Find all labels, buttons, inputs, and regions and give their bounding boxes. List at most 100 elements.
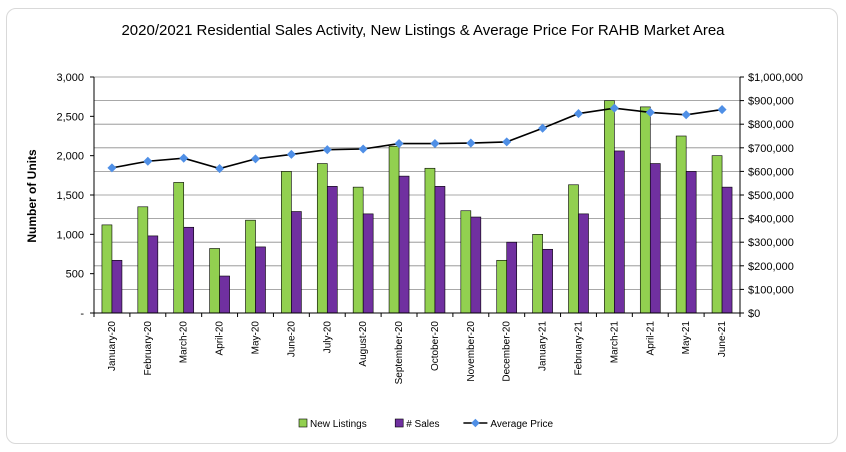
- legend-label: New Listings: [310, 419, 367, 430]
- legend-label: Average Price: [490, 419, 553, 430]
- y2-tick-label: $700,000: [748, 143, 794, 155]
- bar-sales: [291, 211, 302, 314]
- bar-new-listings: [316, 163, 328, 314]
- average-price-point: [107, 163, 117, 173]
- bar-sales: [183, 226, 195, 314]
- average-price-line: [111, 107, 723, 170]
- bar-new-listings: [460, 210, 472, 314]
- bar-sales: [721, 186, 733, 314]
- y2-tick-label: $100,000: [748, 284, 794, 296]
- bar-sales: [614, 150, 625, 314]
- legend-swatch: [394, 418, 404, 428]
- bar-sales: [578, 213, 589, 314]
- bar-sales: [434, 186, 446, 314]
- bar-new-listings: [675, 135, 687, 314]
- x-axis-ticks: January-20 February-20 March-20 April-20 May…: [107, 321, 728, 385]
- legend: New Listings # Sales Average Price: [298, 418, 553, 430]
- x-tick-label: February-21: [574, 321, 585, 376]
- bar-new-listings: [388, 145, 400, 314]
- bar-sales: [255, 246, 266, 314]
- y2-tick-label: $900,000: [748, 96, 794, 108]
- average-price-point: [681, 110, 691, 120]
- x-tick-label: June-21: [717, 321, 728, 358]
- x-tick-label: February-20: [143, 321, 154, 376]
- y2-tick-label: $500,000: [748, 190, 794, 202]
- price-line: [107, 103, 727, 174]
- average-price-point: [502, 137, 512, 147]
- y-axis-label: Number of Units: [25, 149, 39, 243]
- average-price-point: [250, 154, 261, 164]
- average-price-point: [466, 138, 476, 148]
- bar-sales: [362, 213, 374, 314]
- average-price-point: [394, 139, 404, 149]
- y-tick-label: 500: [66, 269, 84, 281]
- y2-tick-label: $600,000: [748, 166, 794, 178]
- bar-sales: [326, 186, 338, 314]
- bars: [101, 100, 733, 314]
- y-tick-label: 1,500: [56, 190, 84, 202]
- bar-sales: [147, 235, 159, 314]
- bar-sales: [542, 248, 553, 314]
- average-price-point: [215, 164, 225, 174]
- y-tick-label: 2,500: [56, 111, 84, 123]
- y-tick-label: 3,000: [56, 72, 84, 84]
- bar-new-listings: [352, 186, 364, 314]
- bar-sales: [685, 171, 697, 314]
- bar-new-listings: [209, 248, 220, 314]
- x-tick-label: November-20: [466, 321, 477, 382]
- bar-new-listings: [568, 184, 579, 314]
- average-price-point: [179, 153, 189, 163]
- bar-new-listings: [173, 182, 185, 314]
- y2-tick-label: $400,000: [748, 214, 794, 226]
- x-tick-label: March-21: [609, 321, 620, 364]
- average-price-point: [143, 156, 153, 166]
- bar-new-listings: [496, 259, 508, 314]
- average-price-point: [286, 149, 296, 159]
- left-axis-ticks: - 500 1,000 1,500 2,000 2,500 3,000: [56, 72, 84, 320]
- x-tick-label: March-20: [179, 321, 190, 364]
- bar-new-listings: [101, 224, 113, 314]
- bar-sales: [398, 175, 410, 314]
- bar-sales: [649, 163, 661, 314]
- bar-new-listings: [245, 219, 256, 314]
- y2-tick-label: $800,000: [748, 119, 794, 131]
- x-tick-label: May-21: [681, 321, 692, 355]
- chart-title: 2020/2021 Residential Sales Activity, Ne…: [121, 22, 725, 39]
- x-tick-label: June-20: [286, 321, 297, 358]
- x-tick-label: January-21: [538, 321, 549, 371]
- bar-sales: [219, 275, 230, 314]
- bar-new-listings: [639, 106, 651, 314]
- x-tick-label: January-20: [107, 321, 118, 371]
- y2-tick-label: $0: [748, 308, 760, 320]
- average-price-point: [430, 139, 440, 149]
- legend-label: # Sales: [406, 419, 439, 430]
- bar-sales: [506, 241, 518, 314]
- bar-new-listings: [532, 234, 543, 314]
- average-price-point: [322, 145, 332, 155]
- x-tick-label: September-20: [394, 321, 405, 385]
- y-tick-label: 2,000: [56, 151, 84, 163]
- axes: [90, 76, 744, 317]
- bar-new-listings: [604, 100, 615, 314]
- average-price-point: [358, 144, 368, 154]
- x-tick-label: October-20: [430, 321, 441, 371]
- average-price-point: [717, 105, 727, 115]
- bar-sales: [111, 259, 123, 314]
- y-tick-label: -: [80, 308, 84, 320]
- legend-swatch: [298, 418, 308, 428]
- y-tick-label: 1,000: [56, 229, 84, 241]
- x-tick-label: August-20: [358, 321, 369, 367]
- x-tick-label: July-20: [322, 321, 333, 354]
- bar-new-listings: [711, 155, 723, 314]
- average-price-point: [538, 123, 548, 133]
- y2-tick-label: $200,000: [748, 261, 794, 273]
- x-tick-label: May-20: [251, 321, 262, 355]
- x-tick-label: April-21: [645, 321, 656, 356]
- x-tick-label: April-20: [215, 321, 226, 356]
- bar-new-listings: [137, 206, 149, 314]
- bar-new-listings: [281, 171, 292, 314]
- bar-new-listings: [424, 167, 436, 314]
- right-axis-ticks: $0 $100,000 $200,000 $300,000 $400,000 $500,0…: [748, 72, 803, 320]
- bar-sales: [470, 216, 482, 314]
